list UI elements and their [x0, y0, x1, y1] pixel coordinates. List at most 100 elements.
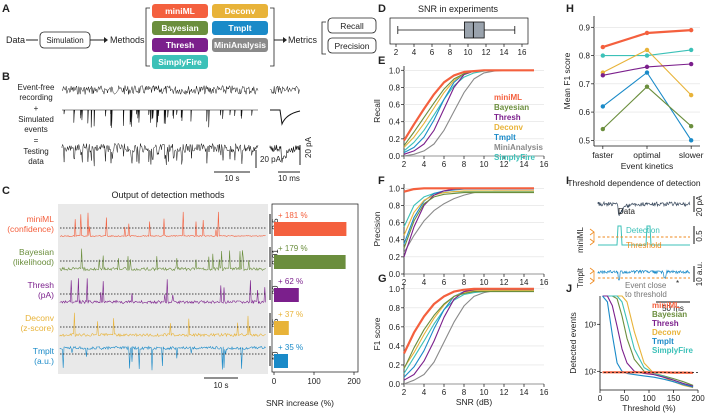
- i-detection-label: Detection: [626, 226, 660, 235]
- methods-label: Methods: [110, 35, 145, 45]
- chart-mean-f1: 0.5 0.6 0.7 0.8 0.9 Mean F1 score faster optima…: [562, 16, 704, 171]
- c-pct-thresh: + 62 %: [278, 277, 303, 286]
- chart-h-point-tmplt-1: [644, 70, 650, 75]
- chart-f-xtick-0: 2: [402, 278, 407, 287]
- c-background: [58, 204, 268, 374]
- chart-h-ylabel: Mean F1 score: [562, 52, 572, 109]
- panel-i-label: I: [566, 175, 569, 187]
- chart-g-xtick-5: 12: [500, 388, 509, 397]
- i-miniml-threshold-arrow-icon: [589, 228, 595, 246]
- b-row-7: data: [28, 157, 44, 166]
- chart-e-ytick-5: 1.0: [389, 66, 401, 75]
- i-title: Threshold dependence of detection: [567, 178, 701, 188]
- d-boxplot: 2 4 6 8 10 12 14 16: [389, 17, 529, 57]
- methods-bracket: [145, 7, 150, 67]
- d-xtick-8: 8: [448, 48, 453, 57]
- chart-g-ytick-1: 0.2: [389, 361, 401, 370]
- panel-c: C Output of detection methods miniML(con…: [2, 185, 361, 408]
- d-frame: [389, 17, 529, 45]
- chart-e-xtick-0: 2: [402, 160, 407, 169]
- chart-h-point-simplyfire-0: [600, 53, 606, 58]
- arrow-head-methods: [283, 37, 287, 43]
- b-traces: [61, 84, 301, 167]
- chart-h-point-simplyfire-1: [644, 53, 650, 58]
- chart-g-xtick-1: 4: [422, 388, 427, 397]
- chart-j-ytick-1: 10³: [584, 320, 596, 329]
- panel-j-label: J: [566, 283, 572, 295]
- chart-f-xtick-7: 16: [540, 278, 549, 287]
- method-thresh: Thresh: [166, 40, 194, 50]
- c-bar-deconv: [274, 321, 289, 335]
- chart-e-xtick-3: 8: [462, 160, 467, 169]
- chart-f-xtick-6: 14: [520, 278, 529, 287]
- chart-e-xtick-6: 14: [520, 160, 529, 169]
- b-row-1: recording: [19, 93, 52, 102]
- trace-thresh: [59, 278, 266, 305]
- chart-e-xtick-1: 4: [422, 160, 427, 169]
- method-deconv: Deconv: [225, 6, 256, 16]
- legend-e-minianalysis: MiniAnalysis: [494, 143, 543, 152]
- c-xtick-0: 0: [272, 377, 277, 386]
- chart-f-ylabel: Precision: [372, 211, 382, 246]
- chart-f-xtick-2: 6: [442, 278, 447, 287]
- chart-h-point-bayesian-2: [688, 124, 694, 129]
- i-tmplt-trace: [597, 269, 691, 281]
- chart-j-series-tmplt: [602, 295, 694, 388]
- c-pct-miniml: + 181 %: [278, 211, 308, 220]
- chart-h-category-slower: slower: [679, 150, 704, 160]
- method-miniml: miniML: [165, 6, 195, 16]
- i-event-marker: *: [676, 279, 679, 288]
- chart-e-ytick-1: 0.2: [389, 135, 401, 144]
- i-data-label: Data: [618, 207, 635, 216]
- panel-a-label: A: [2, 3, 10, 15]
- c-pct-bayesian: + 179 %: [278, 244, 308, 253]
- i-miniml-label: miniML: [576, 227, 585, 253]
- d-title: SNR in experiments: [418, 4, 499, 14]
- method-box-deconv: [212, 4, 268, 18]
- d-xtick-6: 6: [430, 48, 435, 57]
- chart-h-ytick-2: 0.7: [579, 80, 591, 89]
- metrics-label: Metrics: [288, 35, 317, 45]
- chart-f-xtick-1: 4: [422, 278, 427, 287]
- c-title: Output of detection methods: [111, 190, 225, 200]
- chart-h-point-deconv-2: [688, 92, 694, 98]
- c-xlabel: SNR increase (%): [266, 398, 334, 408]
- chart-h-series-tmplt: [602, 71, 692, 141]
- c-unit-bayesian: (likelihood): [13, 257, 54, 267]
- chart-f-ytick-2: 0.4: [389, 236, 401, 245]
- chart-f-ytick-1: 0.2: [389, 253, 401, 262]
- c-method-deconv: Deconv: [25, 313, 55, 323]
- panel-g-label: G: [378, 273, 387, 285]
- i-scale-pa: 20 pA: [695, 195, 704, 217]
- methods-bracket-right: [270, 7, 275, 67]
- chart-g-series-miniml: [403, 287, 534, 354]
- method-box-bayesian: [152, 21, 208, 35]
- chart-g-ytick-2: 0.4: [389, 342, 401, 351]
- b-row-6: Testing: [23, 147, 48, 156]
- chart-e-ytick-4: 0.8: [389, 83, 401, 92]
- chart-h-point-bayesian-0: [600, 126, 606, 132]
- c-bar-tmplt: [274, 354, 288, 368]
- d-xtick-14: 14: [500, 48, 509, 57]
- chart-f-ytick-5: 1.0: [389, 184, 401, 193]
- metric-precision: Precision: [335, 41, 370, 51]
- b-row-3: Simulated: [18, 115, 54, 124]
- panel-i: I Threshold dependence of detection Data…: [566, 175, 704, 313]
- b-scale-s: 10 s: [224, 174, 239, 183]
- chart-e-ytick-0: 0.0: [389, 152, 401, 161]
- c-xtick-100: 100: [307, 377, 321, 386]
- method-box-minianalysis: [212, 38, 268, 52]
- chart-g-ytick-0: 0.0: [389, 380, 401, 389]
- method-box-miniml: [152, 4, 208, 18]
- panel-c-label: C: [2, 185, 10, 197]
- i-traces: Data 20 pA Detection Threshold miniML 0.5 Tmpl…: [576, 195, 704, 313]
- legend-e-bayesian: Bayesian: [494, 103, 529, 112]
- chart-g-ytick-3: 0.6: [389, 323, 401, 332]
- metric-recall: Recall: [340, 21, 364, 31]
- i-scale-half: 0.5: [695, 230, 704, 242]
- chart-g-series-tmplt: [403, 289, 534, 378]
- chart-h-point-thresh-1: [644, 64, 650, 70]
- c-xtick-200: 200: [347, 377, 361, 386]
- c-pct-tmplt: + 35 %: [278, 343, 303, 352]
- i-miniml-detection-trace: [598, 225, 690, 246]
